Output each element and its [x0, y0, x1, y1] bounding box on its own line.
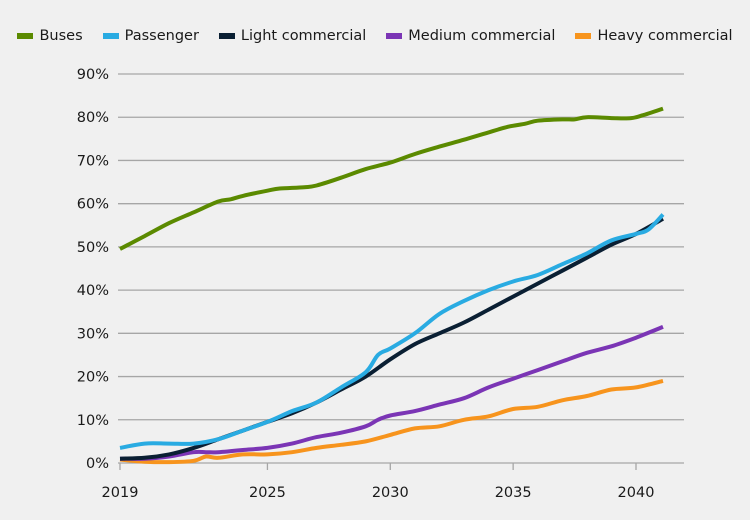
legend-swatch [17, 33, 34, 39]
x-tick-label: 2025 [249, 485, 286, 501]
legend-item-heavy-commercial: Heavy commercial [575, 28, 733, 44]
x-tick-label: 2030 [372, 485, 409, 501]
series-line-passenger [119, 213, 665, 450]
y-tick-label: 70% [77, 153, 109, 169]
gridlines [118, 73, 684, 464]
y-tick-label: 30% [77, 326, 109, 342]
y-tick-label: 40% [77, 283, 109, 299]
series-line-buses [119, 106, 664, 251]
legend-item-light-commercial: Light commercial [218, 28, 367, 44]
y-tick-label: 60% [77, 197, 109, 213]
x-axis: 2019 2025 2030 2035 2040 [102, 463, 655, 501]
legend-item-passenger: Passenger [102, 28, 199, 44]
legend-label: Buses [39, 28, 83, 44]
legend-item-buses: Buses [17, 28, 83, 44]
x-tick-label: 2019 [102, 485, 139, 501]
legend-item-medium-commercial: Medium commercial [386, 28, 555, 44]
series-lines [119, 106, 665, 465]
y-tick-label: 10% [77, 413, 109, 429]
series-line-medium-commercial [119, 325, 664, 461]
y-tick-label: 80% [77, 110, 109, 126]
y-tick-label: 90% [77, 67, 109, 83]
y-axis: 0% 10% 20% 30% 40% 50% 60% 70% 80% 90% [77, 67, 109, 472]
legend-label: Passenger [124, 28, 199, 44]
legend-label: Light commercial [240, 28, 367, 44]
y-tick-label: 20% [77, 370, 109, 386]
x-tick-label: 2040 [618, 485, 655, 501]
legend-swatch [575, 33, 592, 39]
y-tick-label: 50% [77, 240, 109, 256]
legend-swatch [102, 33, 119, 39]
legend-swatch [218, 33, 235, 39]
series-line-heavy-commercial [119, 378, 664, 465]
legend-label: Medium commercial [408, 28, 556, 44]
x-tick-label: 2035 [495, 485, 532, 501]
legend-swatch [386, 33, 403, 39]
y-tick-label: 0% [86, 456, 109, 472]
legend-label: Heavy commercial [597, 28, 733, 44]
chart-legend: Buses Passenger Light commercial Medium com… [0, 28, 750, 44]
